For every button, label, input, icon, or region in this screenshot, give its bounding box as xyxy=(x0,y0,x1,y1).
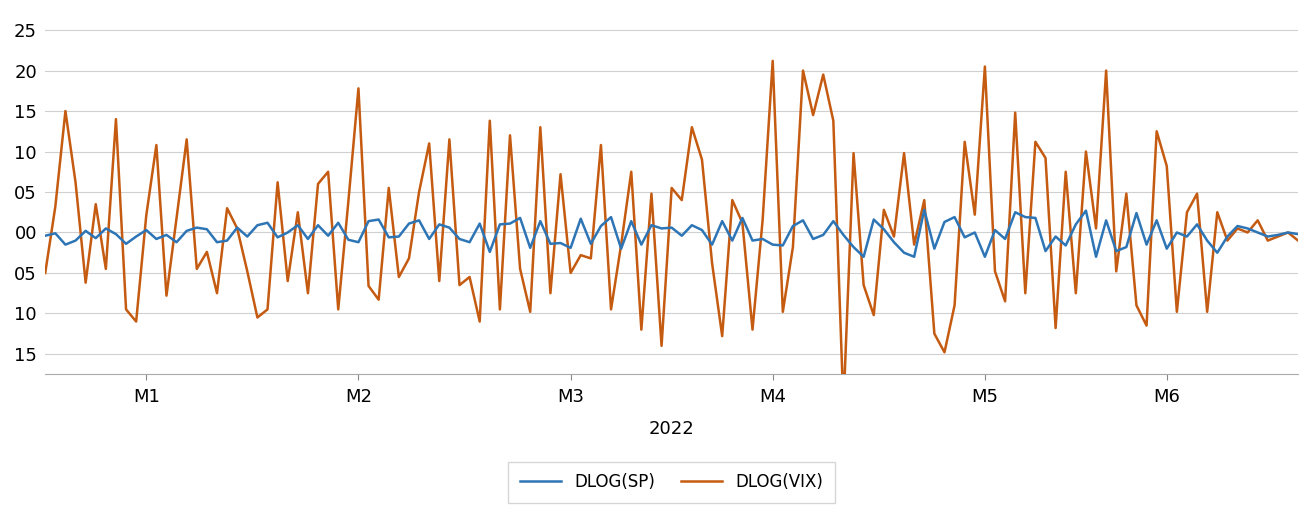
DLOG(SP) xyxy=(1290,231,1305,237)
DLOG(SP) xyxy=(855,253,871,260)
DLOG(VIX) xyxy=(836,403,851,409)
DLOG(SP) xyxy=(331,220,346,226)
DLOG(SP) xyxy=(815,232,830,238)
DLOG(VIX) xyxy=(825,118,841,124)
Line: DLOG(VIX): DLOG(VIX) xyxy=(45,61,1298,406)
DLOG(VIX) xyxy=(361,283,377,289)
DLOG(VIX) xyxy=(1229,225,1245,231)
DLOG(VIX) xyxy=(765,57,781,64)
DLOG(SP) xyxy=(37,232,52,239)
DLOG(VIX) xyxy=(37,270,52,276)
DLOG(SP) xyxy=(361,218,377,225)
Legend: DLOG(SP), DLOG(VIX): DLOG(SP), DLOG(VIX) xyxy=(508,462,836,503)
DLOG(VIX) xyxy=(1139,323,1155,329)
DLOG(SP) xyxy=(1109,248,1124,254)
DLOG(VIX) xyxy=(1290,238,1305,244)
DLOG(VIX) xyxy=(1109,268,1124,275)
DLOG(SP) xyxy=(1229,223,1245,229)
DLOG(SP) xyxy=(1139,241,1155,248)
DLOG(VIX) xyxy=(331,306,346,313)
Line: DLOG(SP): DLOG(SP) xyxy=(45,210,1298,257)
X-axis label: 2022: 2022 xyxy=(649,420,694,438)
DLOG(SP) xyxy=(916,207,932,213)
